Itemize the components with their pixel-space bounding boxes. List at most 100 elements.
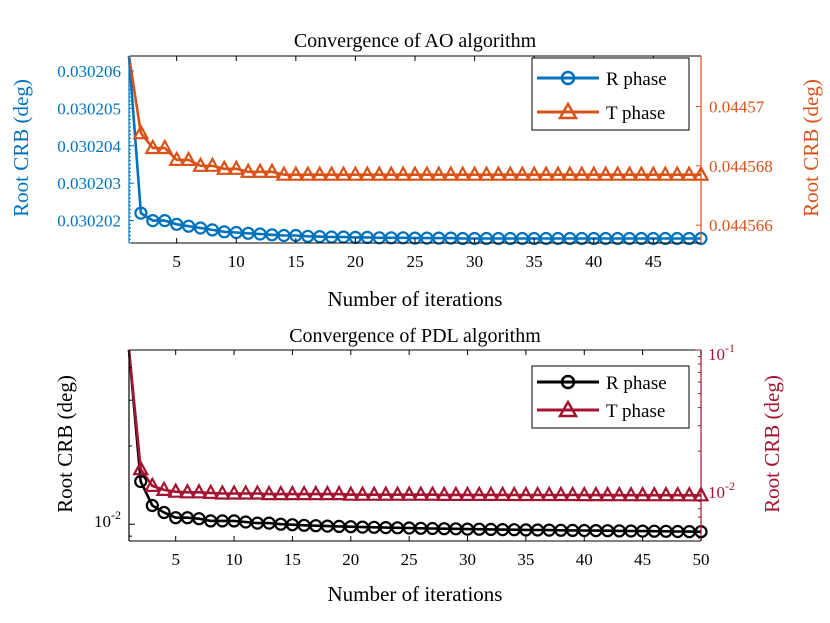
pdl-t-phase-point bbox=[680, 485, 698, 502]
pdl-t-phase-point bbox=[529, 485, 546, 502]
ao-t-phase-point bbox=[525, 165, 543, 181]
pdl-t-phase-point bbox=[330, 484, 348, 501]
ao-t-phase-point bbox=[394, 165, 412, 181]
ao-xtick-label: 20 bbox=[347, 252, 364, 271]
pdl-t-phase-point bbox=[447, 485, 465, 501]
pdl-t-phase-point bbox=[190, 482, 208, 499]
pdl-t-phase-point bbox=[132, 459, 150, 476]
ao-t-phase-point bbox=[323, 165, 340, 181]
ao-r-phase-point bbox=[205, 223, 219, 237]
ao-t-phase-point bbox=[299, 165, 317, 181]
ao-t-phase-point bbox=[454, 165, 472, 181]
pdl-legend-r-marker bbox=[560, 374, 576, 390]
pdl-r-phase-point bbox=[145, 498, 159, 513]
pdl-left-ytick-label: 10-2 bbox=[94, 508, 121, 531]
pdl-t-phase-point bbox=[517, 485, 535, 502]
pdl-t-phase-point bbox=[143, 476, 161, 492]
ao-right-y-axis-label: Root CRB (deg) bbox=[799, 79, 823, 217]
pdl-t-phase-point bbox=[657, 485, 675, 502]
ao-t-phase-point bbox=[490, 165, 507, 181]
ao-t-phase-point bbox=[144, 138, 162, 155]
ao-t-phase-point bbox=[406, 165, 424, 181]
pdl-t-phase-point bbox=[622, 485, 640, 502]
ao-right-ytick-label: 0.04457 bbox=[709, 97, 765, 116]
pdl-t-phase-point bbox=[214, 484, 231, 500]
pdl-t-phase-point bbox=[564, 485, 581, 502]
ao-title: Convergence of AO algorithm bbox=[294, 30, 537, 52]
pdl-t-phase-point bbox=[459, 485, 476, 501]
pdl-xtick-label: 30 bbox=[459, 550, 476, 569]
pdl-t-phase-point bbox=[400, 485, 418, 501]
pdl-t-phase-point bbox=[552, 485, 570, 502]
ao-xtick-label: 45 bbox=[645, 252, 662, 271]
pdl-right-y-axis-label: Root CRB (deg) bbox=[760, 375, 784, 513]
pdl-left-y-axis-label: Root CRB (deg) bbox=[53, 375, 77, 513]
pdl-t-phase-point bbox=[482, 485, 500, 501]
pdl-t-phase-point bbox=[319, 484, 336, 501]
ao-xtick-label: 25 bbox=[407, 252, 424, 271]
ao-t-phase-point bbox=[204, 156, 221, 172]
ao-t-phase-point bbox=[442, 165, 460, 181]
ao-legend-t-label: T phase bbox=[606, 103, 665, 124]
pdl-t-phase-point bbox=[645, 485, 663, 502]
pdl-title: Convergence of PDL algorithm bbox=[289, 325, 541, 347]
pdl-xtick-label: 40 bbox=[576, 550, 593, 569]
ao-left-ytick-label: 0.030204 bbox=[57, 137, 121, 156]
pdl-t-phase-point bbox=[202, 483, 220, 499]
pdl-xtick-label: 5 bbox=[171, 550, 180, 569]
pdl-t-phase-point bbox=[249, 484, 266, 500]
pdl-t-phase-point bbox=[342, 485, 360, 501]
pdl-t-phase-point bbox=[389, 485, 406, 501]
ao-xtick-label: 35 bbox=[526, 252, 543, 271]
ao-x-axis-label: Number of iterations bbox=[328, 287, 503, 311]
pdl-x-axis-label: Number of iterations bbox=[328, 582, 503, 606]
ao-t-phase-point bbox=[335, 165, 352, 181]
pdl-t-phase-point bbox=[424, 485, 441, 501]
pdl-t-phase-point bbox=[237, 484, 255, 500]
ao-legend: R phase T phase bbox=[531, 57, 690, 131]
pdl-xtick-label: 15 bbox=[284, 550, 301, 569]
pdl-t-phase-point bbox=[179, 482, 196, 499]
ao-t-phase-point bbox=[370, 165, 388, 181]
ao-t-phase-point bbox=[644, 165, 662, 181]
ao-t-phase-point bbox=[192, 156, 209, 172]
ao-t-phase-point bbox=[382, 165, 400, 181]
ao-t-phase-point bbox=[215, 159, 233, 175]
pdl-legend-t-label: T phase bbox=[606, 401, 665, 422]
ao-xtick-label: 40 bbox=[585, 252, 602, 271]
ao-r-phase-point bbox=[193, 221, 208, 235]
pdl-legend: R phase T phase bbox=[531, 365, 690, 429]
pdl-t-phase-point bbox=[412, 485, 430, 501]
pdl-t-phase-point bbox=[669, 485, 687, 502]
pdl-t-phase-point bbox=[365, 485, 383, 501]
pdl-t-phase-point bbox=[540, 485, 558, 502]
pdl-t-phase-point bbox=[435, 485, 453, 501]
pdl-xtick-label: 35 bbox=[517, 550, 534, 569]
ao-r-phase-point bbox=[134, 206, 148, 220]
ao-t-phase-point bbox=[156, 138, 174, 155]
ao-legend-t-marker bbox=[557, 101, 579, 120]
ao-t-phase-point bbox=[251, 162, 269, 178]
pdl-xtick-label: 10 bbox=[226, 550, 243, 569]
ao-t-phase-point bbox=[561, 165, 579, 181]
pdl-legend-t-marker bbox=[557, 399, 579, 418]
ao-t-phase-point bbox=[430, 165, 448, 181]
ao-t-phase-point bbox=[227, 159, 245, 175]
pdl-t-phase-point bbox=[260, 484, 278, 501]
pdl-right-ytick-label: 10-2 bbox=[708, 479, 735, 502]
ao-t-phase-point bbox=[501, 165, 519, 181]
pdl-t-phase-line bbox=[127, 349, 701, 497]
pdl-t-phase-point bbox=[610, 485, 628, 502]
pdl-t-phase-point bbox=[155, 480, 173, 496]
ao-t-phase-point bbox=[549, 165, 567, 181]
pdl-xtick-label: 50 bbox=[693, 550, 710, 569]
pdl-chart: Convergence of PDL algorithm 5 10 15 20 25 30… bbox=[53, 325, 784, 606]
pdl-t-phase-point bbox=[587, 485, 605, 502]
ao-t-phase-point bbox=[239, 162, 257, 178]
pdl-t-phase-point bbox=[295, 484, 313, 501]
ao-r-phase-point bbox=[170, 217, 184, 231]
ao-left-ytick-label: 0.030203 bbox=[57, 174, 121, 193]
ao-r-phase-point bbox=[158, 214, 172, 228]
ao-t-phase-point bbox=[621, 165, 638, 181]
